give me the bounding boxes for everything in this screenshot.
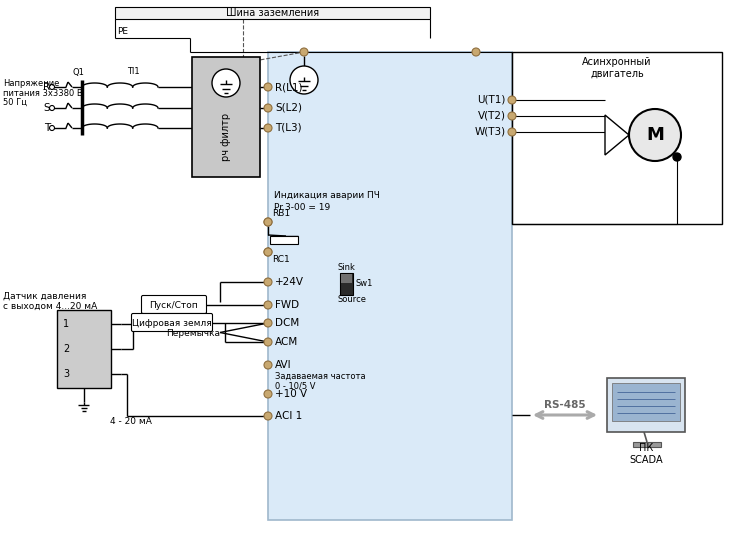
Text: Шина заземления: Шина заземления [226,8,319,18]
Circle shape [264,218,272,226]
Circle shape [264,248,272,256]
Text: T: T [44,123,50,133]
Circle shape [472,48,480,56]
Bar [341,274,352,283]
Text: Tl1: Tl1 [127,67,139,77]
Circle shape [264,248,272,256]
Text: Цифровая земля: Цифровая земля [132,319,212,327]
Text: AVI: AVI [275,360,292,370]
Text: M: M [646,126,664,144]
Text: Pr.3-00 = 19: Pr.3-00 = 19 [274,203,330,212]
Text: DCM: DCM [275,318,299,328]
Bar [607,378,685,432]
Text: Напряжение: Напряжение [3,79,59,89]
Circle shape [264,338,272,346]
Text: +24V: +24V [275,277,304,287]
Text: 50 Гц: 50 Гц [3,98,27,106]
Text: 3: 3 [63,369,69,379]
Bar [57,310,111,388]
Text: Source: Source [338,295,367,305]
Text: Индикация аварии ПЧ: Индикация аварии ПЧ [274,192,380,200]
Text: PE: PE [117,28,128,36]
Circle shape [264,104,272,112]
Bar [633,442,661,447]
Text: Sink: Sink [338,262,356,272]
Text: T(L3): T(L3) [275,123,302,133]
Circle shape [508,96,516,104]
Bar [612,383,680,421]
Text: RC1: RC1 [272,256,289,264]
Bar [512,52,722,224]
Circle shape [50,85,55,90]
Text: R(L1): R(L1) [275,82,303,92]
Circle shape [629,109,681,161]
FancyBboxPatch shape [141,295,206,313]
Text: ПК
SCADA: ПК SCADA [629,443,663,465]
Text: RB1: RB1 [272,210,290,218]
FancyBboxPatch shape [131,313,212,331]
Bar [115,7,430,19]
Text: U(T1): U(T1) [477,95,506,105]
Circle shape [264,319,272,327]
Circle shape [264,301,272,309]
Text: V(T2): V(T2) [478,111,506,121]
Text: Датчик давления: Датчик давления [3,292,86,300]
Circle shape [264,361,272,369]
Text: ACI 1: ACI 1 [275,411,303,421]
Text: 1: 1 [63,319,69,329]
Circle shape [264,124,272,132]
Bar [270,236,298,244]
Text: 4 - 20 мА: 4 - 20 мА [110,418,152,426]
Text: W(T3): W(T3) [475,127,506,137]
Text: R: R [43,82,50,92]
Text: Пуск/Стоп: Пуск/Стоп [149,300,198,310]
Text: рч филтр: рч филтр [221,113,231,161]
Circle shape [264,278,272,286]
Text: FWD: FWD [275,300,299,310]
Text: RS-485: RS-485 [544,400,586,410]
Text: ACM: ACM [275,337,298,347]
Circle shape [212,69,240,97]
Circle shape [264,218,272,226]
Text: S(L2): S(L2) [275,103,302,113]
Text: Q1: Q1 [72,67,84,77]
Circle shape [50,105,55,110]
Text: 2: 2 [63,344,69,354]
Text: питания 3х3380 В: питания 3х3380 В [3,89,83,98]
Text: 0 - 10/5 V: 0 - 10/5 V [275,382,316,390]
Bar [192,57,260,177]
Bar [340,273,353,295]
Circle shape [50,125,55,130]
Text: с выходом 4...20 мА: с выходом 4...20 мА [3,301,97,311]
Text: +10 V: +10 V [275,389,307,399]
Circle shape [673,153,681,161]
Text: Sw1: Sw1 [356,280,373,288]
Circle shape [508,128,516,136]
Bar [268,52,512,520]
Circle shape [264,83,272,91]
Circle shape [300,48,308,56]
Text: Задаваемая частота: Задаваемая частота [275,371,366,381]
Text: Перемычка: Перемычка [166,330,220,338]
Circle shape [290,66,318,94]
Text: S: S [43,103,50,113]
Circle shape [264,412,272,420]
Circle shape [264,390,272,398]
Circle shape [508,112,516,120]
Text: Асинхронный
двигатель: Асинхронный двигатель [582,57,652,79]
Polygon shape [605,115,629,155]
